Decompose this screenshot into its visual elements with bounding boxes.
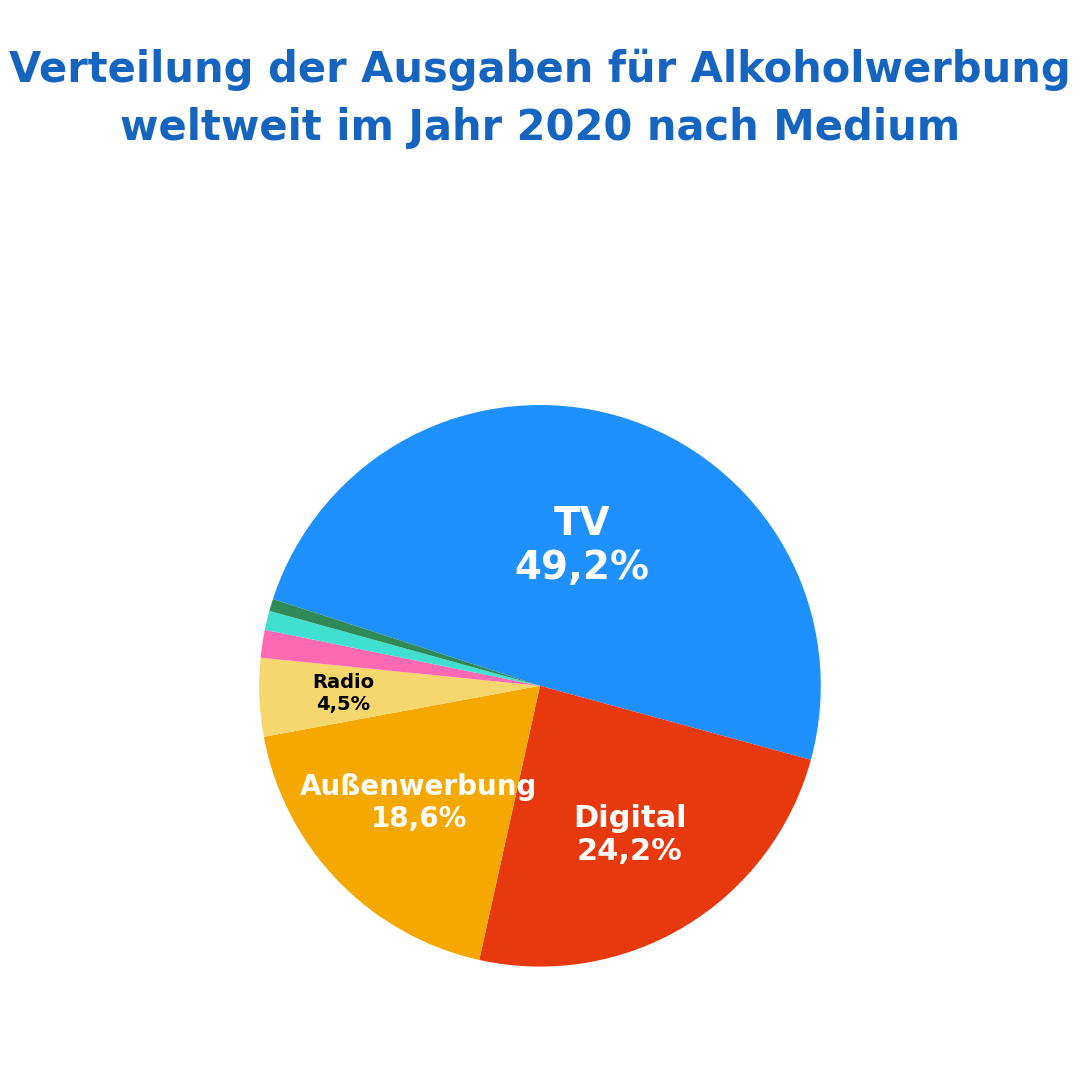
Text: Außenwerbung
18,6%: Außenwerbung 18,6% [300, 772, 538, 833]
Wedge shape [265, 611, 540, 686]
Wedge shape [273, 405, 821, 760]
Wedge shape [480, 686, 811, 967]
Wedge shape [259, 658, 540, 737]
Wedge shape [269, 599, 540, 686]
Wedge shape [260, 630, 540, 686]
Wedge shape [264, 686, 540, 960]
Text: Digital
24,2%: Digital 24,2% [573, 804, 687, 866]
Text: Verteilung der Ausgaben für Alkoholwerbung
weltweit im Jahr 2020 nach Medium: Verteilung der Ausgaben für Alkoholwerbu… [9, 49, 1071, 149]
Text: Radio
4,5%: Radio 4,5% [312, 674, 375, 714]
Text: TV
49,2%: TV 49,2% [514, 505, 649, 586]
